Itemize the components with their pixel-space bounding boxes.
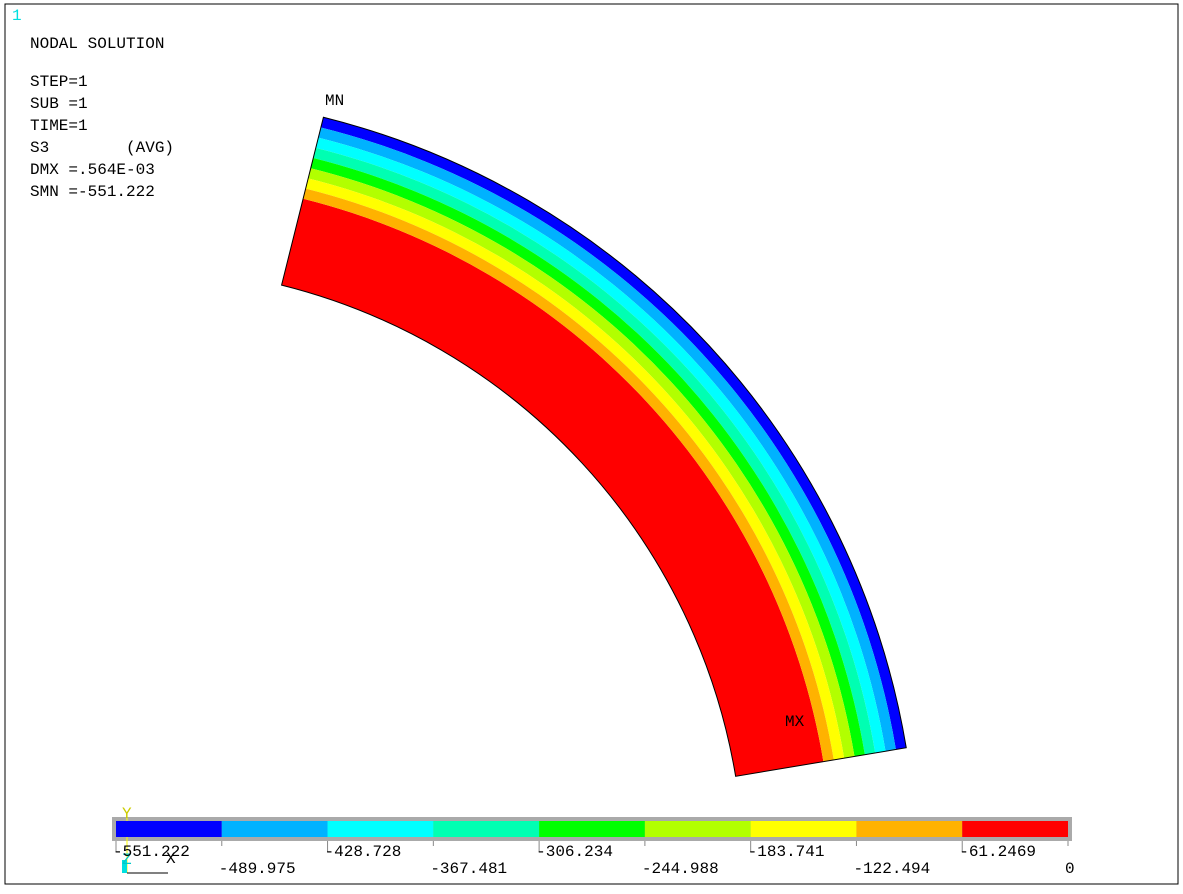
info-line: TIME=1: [30, 117, 88, 135]
legend-label: -183.741: [748, 843, 825, 861]
info-line: S3 (AVG): [30, 139, 174, 157]
legend-swatch: [327, 821, 434, 837]
info-line: SMN =-551.222: [30, 183, 155, 201]
model-outline: [280, 116, 907, 777]
legend-label: -367.481: [430, 860, 507, 878]
legend-swatch: [116, 821, 222, 837]
legend-label: -428.728: [325, 843, 402, 861]
legend-swatch: [962, 821, 1068, 837]
info-line: DMX =.564E-03: [30, 161, 155, 179]
info-line: STEP=1: [30, 73, 88, 91]
info-line: SUB =1: [30, 95, 88, 113]
max-label: MX: [785, 713, 805, 731]
legend-swatch: [221, 821, 328, 837]
legend-swatch: [856, 821, 963, 837]
triad-z-axis: [122, 860, 127, 873]
triad-x-label: X: [166, 850, 176, 868]
plot-title: NODAL SOLUTION: [30, 35, 164, 53]
legend-label: 0: [1065, 860, 1075, 878]
model: [280, 116, 907, 777]
legend-swatch: [750, 821, 857, 837]
triad-y-label: Y: [122, 805, 132, 823]
legend-label: -61.2469: [959, 843, 1036, 861]
legend-swatch: [539, 821, 645, 837]
legend-swatch: [644, 821, 751, 837]
legend-label: -122.494: [853, 860, 930, 878]
legend-label: -489.975: [219, 860, 296, 878]
legend-label: -306.234: [536, 843, 613, 861]
legend-label: -551.222: [113, 843, 190, 861]
triad-z-label: Z: [122, 851, 132, 869]
window-number: 1: [12, 7, 22, 25]
legend-swatch: [433, 821, 540, 837]
legend-label: -244.988: [642, 860, 719, 878]
contour-band: [281, 198, 824, 777]
min-label: MN: [325, 92, 344, 110]
